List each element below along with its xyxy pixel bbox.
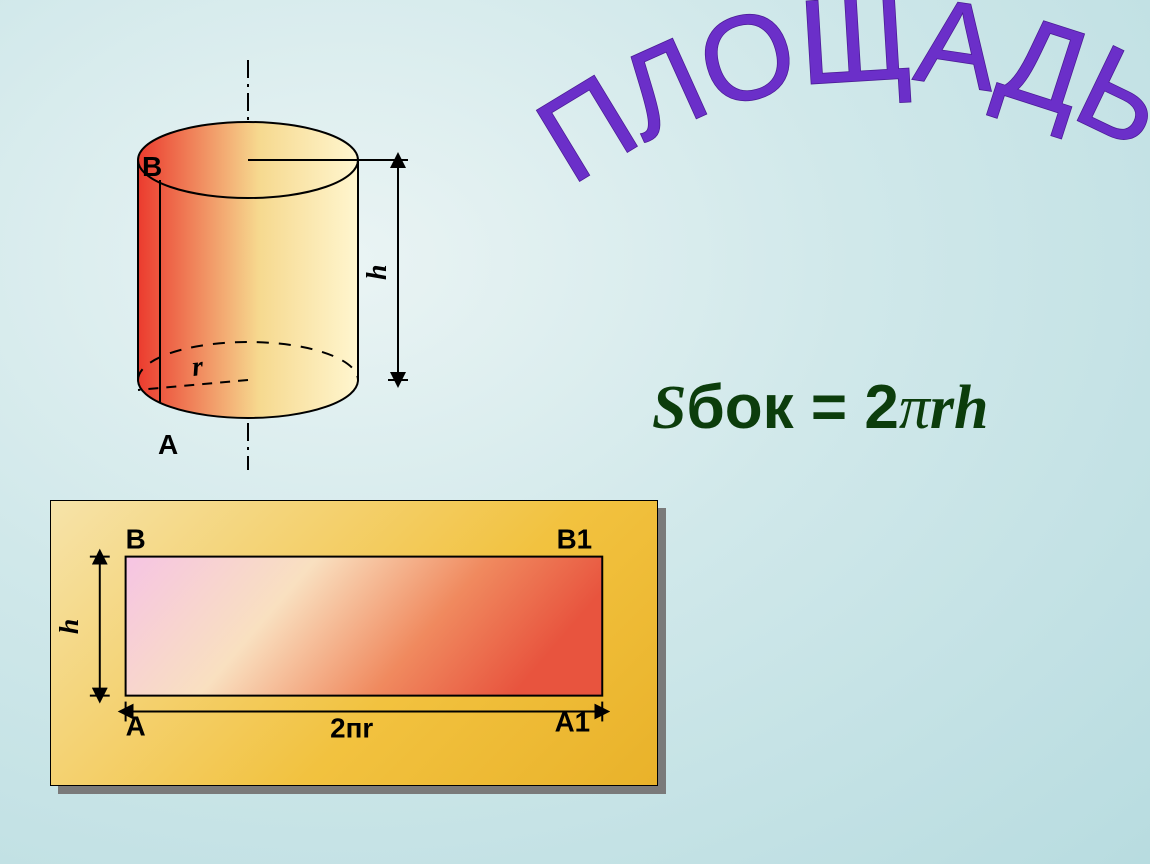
unrolled-figure: В В1 А А1 h 2пr: [50, 500, 666, 794]
cyl-label-B: В: [142, 151, 162, 182]
formula: Sбок = 2πrh: [652, 372, 989, 444]
formula-sub: бок: [686, 373, 793, 442]
svg-text:ПЛОЩАДЬ: ПЛОЩАДЬ: [515, 0, 1150, 208]
slide-canvas: ПЛОЩАДЬ Sбок = 2πrh: [0, 0, 1150, 864]
formula-pi: π: [899, 374, 930, 442]
cylinder-figure: r В А h: [98, 50, 518, 480]
title-text: ПЛОЩАДЬ: [515, 0, 1150, 208]
cyl-label-h: h: [362, 264, 393, 280]
title-wordart: ПЛОЩАДЬ: [562, 32, 1122, 212]
formula-rh: rh: [930, 374, 989, 442]
unroll-label-A: А: [126, 710, 146, 741]
formula-eq: = 2: [794, 373, 899, 442]
cyl-label-A: А: [158, 429, 178, 460]
unrolled-panel: В В1 А А1 h 2пr: [50, 500, 658, 786]
unroll-label-B: В: [126, 524, 146, 555]
unroll-label-B1: В1: [557, 524, 593, 555]
unroll-label-2pr: 2пr: [330, 712, 373, 743]
unroll-label-h: h: [54, 619, 85, 634]
formula-S: S: [652, 374, 686, 442]
